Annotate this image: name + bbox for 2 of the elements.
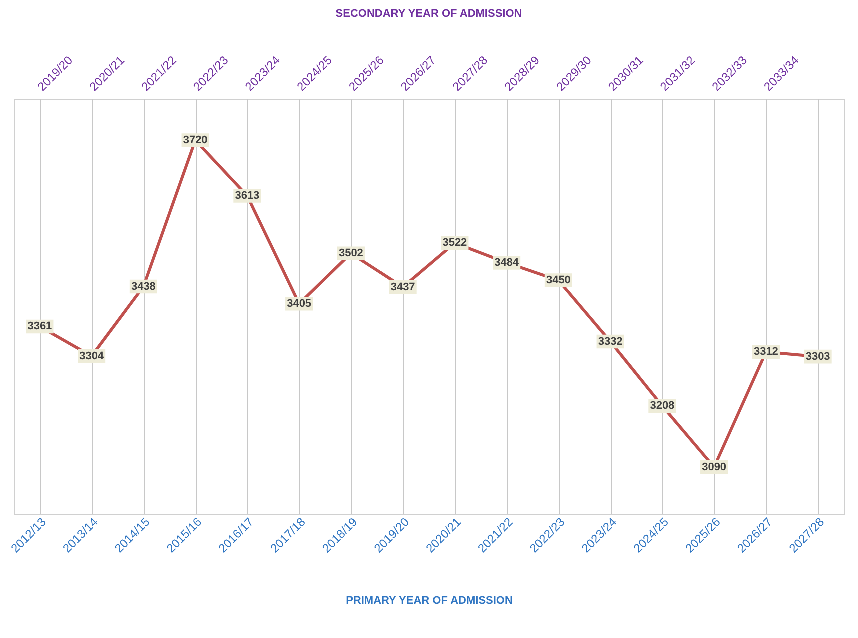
x-axis-title: PRIMARY YEAR OF ADMISSION [346,594,513,607]
x2-axis-title: SECONDARY YEAR OF ADMISSION [336,8,522,20]
